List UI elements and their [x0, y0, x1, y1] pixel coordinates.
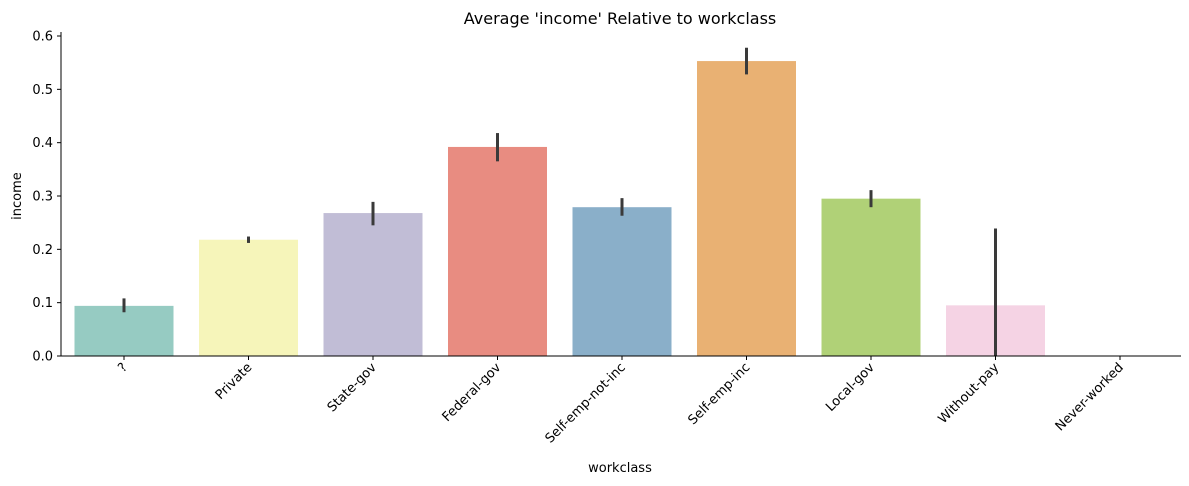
x-ticks: ? Private State-gov Federal-gov Self-emp-not…: [115, 356, 1127, 446]
x-tick-label-never-worked: Never-worked: [1053, 360, 1127, 434]
x-tick-label-self-emp-not-inc: Self-emp-not-inc: [543, 360, 629, 446]
y-tick-label: 0.4: [32, 136, 53, 151]
y-tick-label: 0.3: [32, 190, 53, 205]
x-tick-label-private: Private: [213, 360, 256, 403]
bars-layer: [74, 61, 1045, 357]
bar-self-emp-inc: [697, 61, 796, 357]
bar-state-gov: [323, 213, 423, 356]
bar-private: [199, 239, 298, 356]
bar-local-gov: [821, 198, 921, 356]
y-tick-label: 0.2: [32, 243, 53, 258]
x-tick-label-state-gov: State-gov: [325, 360, 380, 415]
y-tick-label: 0.1: [32, 296, 53, 311]
y-tick-label: 0.5: [32, 83, 53, 98]
chart-title: Average 'income' Relative to workclass: [464, 9, 776, 28]
bar-unknown: [74, 305, 174, 356]
bar-federal-gov: [448, 146, 547, 356]
x-tick-label-unknown: ?: [115, 360, 130, 375]
y-ticks: 0.0 0.1 0.2 0.3 0.4 0.5 0.6: [32, 30, 61, 365]
x-tick-label-without-pay: Without-pay: [936, 360, 1003, 427]
x-tick-label-self-emp-inc: Self-emp-inc: [685, 360, 753, 428]
x-axis-label: workclass: [588, 461, 652, 476]
bar-self-emp-not-inc: [572, 207, 672, 356]
error-bars-layer: [122, 47, 997, 356]
x-tick-label-federal-gov: Federal-gov: [440, 360, 505, 425]
x-tick-label-local-gov: Local-gov: [823, 360, 878, 415]
y-tick-label: 0.0: [32, 350, 53, 365]
y-axis-label: income: [10, 172, 25, 220]
y-tick-label: 0.6: [32, 30, 53, 45]
